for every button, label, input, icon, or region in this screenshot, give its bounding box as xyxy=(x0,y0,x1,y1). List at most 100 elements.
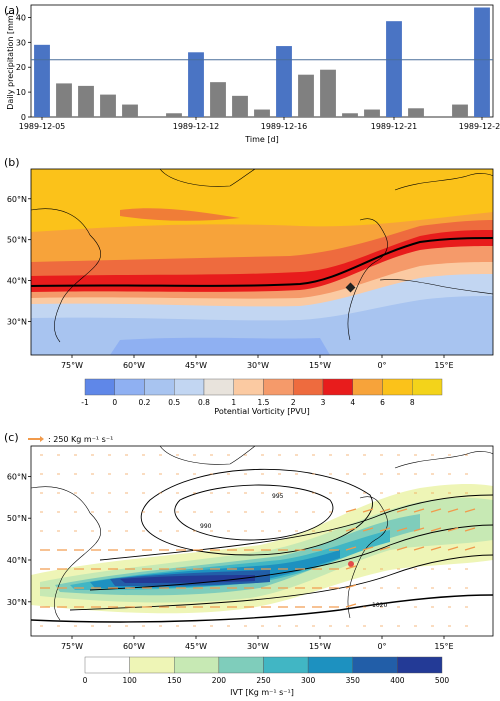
colorbar-swatch xyxy=(307,656,353,674)
colorbar-c-swatches: 0 100 150 200 250 300 350 400 500 xyxy=(83,656,450,685)
ivt-arrow xyxy=(413,508,425,513)
colorbar-tick-label: 150 xyxy=(167,676,182,685)
bar-1989-12-15 xyxy=(254,109,270,117)
pv-colorbar: -1 0 0.2 0.5 0.8 1 1.5 2 3 4 6 8 Potential Vorticit… xyxy=(81,378,443,416)
lon-tick-label: 75°W xyxy=(61,361,83,370)
ivt-arrow xyxy=(379,508,391,513)
colorbar-tick-label: 0.5 xyxy=(168,398,180,407)
x-tick-label: 1989-12-05 xyxy=(19,122,66,131)
ivt-arrow xyxy=(447,508,459,513)
lon-tick-label: 0° xyxy=(377,361,386,370)
bar-1989-12-09 xyxy=(122,104,138,117)
colorbar-tick-label: 500 xyxy=(435,676,450,685)
lon-tick-label: 60°W xyxy=(123,361,145,370)
ivt-arrow xyxy=(379,546,391,551)
x-axis-label: Time [d] xyxy=(244,135,278,144)
colorbar-swatch xyxy=(129,656,175,674)
colorbar-swatch xyxy=(174,378,205,396)
colorbar-tick-label: 2 xyxy=(291,398,296,407)
ivt-arrow xyxy=(362,546,374,551)
ivt-arrow xyxy=(362,527,374,532)
colorbar-swatch xyxy=(84,656,130,674)
y-axis-label: Daily precipitation [mm] xyxy=(6,12,15,110)
isobar-label-990: 990 xyxy=(200,523,212,530)
colorbar-tick-label: 3 xyxy=(321,398,326,407)
colorbar-swatch xyxy=(412,378,443,396)
colorbar-swatch xyxy=(203,378,234,396)
ivt-arrow xyxy=(345,546,357,551)
ivt-arrow xyxy=(396,546,408,551)
panel-label-b: (b) xyxy=(4,156,20,169)
ivt-arrow xyxy=(447,546,459,551)
bar-1989-12-20 xyxy=(364,109,380,117)
lon-tick-label: 0° xyxy=(377,642,386,651)
lon-tick-label: 45°W xyxy=(185,361,207,370)
colorbar-swatch xyxy=(218,656,264,674)
colorbar-tick-label: 0 xyxy=(83,676,88,685)
ivt-arrow xyxy=(413,527,425,532)
lat-tick-label: 60°N xyxy=(7,195,27,204)
lon-tick-label: 15°W xyxy=(309,642,331,651)
ivt-colorbar: 0 100 150 200 250 300 350 400 500 IVT [Kg m⁻¹ s⁻… xyxy=(83,656,450,697)
lon-tick-label: 75°W xyxy=(61,642,83,651)
y-tick-label: 0 xyxy=(21,113,26,122)
panel-label-a: (a) xyxy=(4,4,19,17)
x-tick-label: 1989-12-21 xyxy=(371,122,418,131)
bar-chart-a: 0 10 20 30 40 1989-12-05 1989-12-12 1989-12-16… xyxy=(6,4,500,144)
colorbar-tick-label: 350 xyxy=(346,676,361,685)
colorbar-tick-label: 0 xyxy=(112,398,117,407)
bar-1989-12-06 xyxy=(56,83,72,117)
lat-tick-label: 50°N xyxy=(7,514,27,523)
colorbar-tick-label: 8 xyxy=(410,398,415,407)
lat-tick-label: 40°N xyxy=(7,556,27,565)
colorbar-swatch xyxy=(397,656,443,674)
lat-tick-label: 30°N xyxy=(7,318,27,327)
y-tick-label: 20 xyxy=(16,63,26,72)
lat-tick-label: 60°N xyxy=(7,472,27,481)
colorbar-swatch xyxy=(233,378,264,396)
pv-field xyxy=(31,169,493,355)
legend-arrow-icon xyxy=(28,436,44,442)
lon-tick-label: 15°W xyxy=(309,361,331,370)
lat-tick-label: 40°N xyxy=(7,277,27,286)
colorbar-swatch xyxy=(174,656,220,674)
colorbar-swatch xyxy=(263,378,294,396)
y-axis-ticks: 0 10 20 30 40 xyxy=(16,13,31,122)
colorbar-b-label: Potential Vorticity [PVU] xyxy=(214,407,309,416)
ivt-arrow xyxy=(464,546,476,551)
ivt-legend: : 250 Kg m⁻¹ s⁻¹ xyxy=(28,435,113,444)
ivt-arrow xyxy=(430,527,442,532)
lon-tick-label: 15°E xyxy=(434,361,453,370)
lon-ticks: 75°W 60°W 45°W 30°W 15°W 0° 15°E xyxy=(61,636,454,651)
ivt-arrow xyxy=(464,508,476,513)
colorbar-tick-label: 1 xyxy=(231,398,236,407)
colorbar-swatch xyxy=(322,378,353,396)
ivt-arrow xyxy=(447,527,459,532)
colorbar-tick-label: 4 xyxy=(350,398,355,407)
ivt-field xyxy=(31,446,493,636)
lon-tick-label: 30°W xyxy=(247,642,269,651)
ivt-arrow xyxy=(345,584,357,589)
lat-ticks: 30°N 40°N 50°N 60°N xyxy=(7,195,31,327)
colorbar-swatch xyxy=(84,378,115,396)
ivt-arrow xyxy=(413,546,425,551)
colorbar-tick-label: -1 xyxy=(81,398,89,407)
ivt-arrow xyxy=(464,527,476,532)
bar-1989-12-14 xyxy=(232,95,248,117)
lat-tick-label: 50°N xyxy=(7,236,27,245)
colorbar-tick-label: 0.8 xyxy=(198,398,210,407)
x-tick-label: 1989-12-25 xyxy=(459,122,500,131)
colorbar-swatch xyxy=(352,656,398,674)
y-tick-label: 10 xyxy=(16,88,26,97)
x-tick-label: 1989-12-12 xyxy=(173,122,220,131)
bar-1989-12-17 xyxy=(298,74,314,117)
ivt-arrow xyxy=(345,508,357,513)
colorbar-tick-label: 250 xyxy=(256,676,271,685)
ivt-arrow xyxy=(430,508,442,513)
bar-1989-12-05 xyxy=(34,44,50,118)
bar-1989-12-19 xyxy=(342,113,358,117)
x-axis-ticks: 1989-12-05 1989-12-12 1989-12-16 1989-12-21… xyxy=(19,117,500,131)
lon-tick-label: 60°W xyxy=(123,642,145,651)
bar-1989-12-22 xyxy=(408,108,424,117)
